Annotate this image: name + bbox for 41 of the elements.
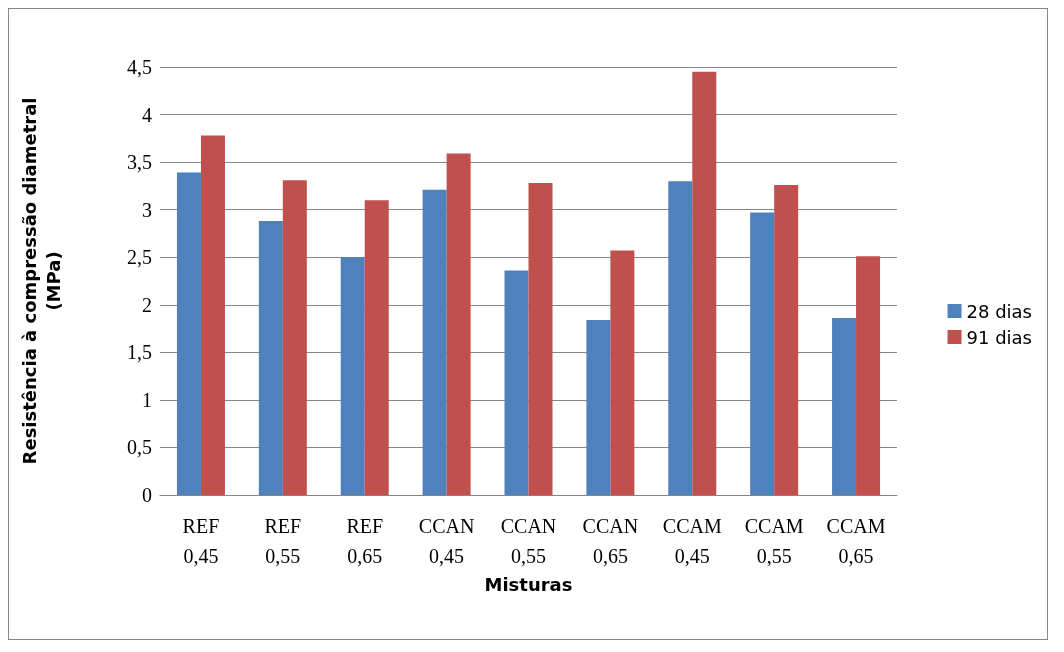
y-tick-label: 1,5 <box>127 341 152 364</box>
y-tick-label: 1 <box>142 388 152 411</box>
y-tick-label: 4,5 <box>127 56 152 78</box>
bar <box>504 270 529 495</box>
y-tick-label: 2 <box>142 293 152 316</box>
bar <box>422 189 447 495</box>
x-tick-label: CCAM 0,45 <box>662 515 722 567</box>
bar <box>856 256 881 495</box>
bar <box>528 183 553 495</box>
x-tick-label: CCAM 0,65 <box>826 515 886 567</box>
y-tick-label: 3 <box>142 198 152 221</box>
y-tick-label: 0,5 <box>127 436 152 459</box>
bar <box>586 320 611 495</box>
x-tick-label: REF 0,65 <box>346 515 384 567</box>
y-tick-label: 3,5 <box>127 151 152 174</box>
x-tick-label: CCAM 0,55 <box>744 515 804 567</box>
y-tick-label: 0 <box>142 484 152 506</box>
y-axis-title: Resistência à compressão diametral (MPa) <box>18 97 64 465</box>
bar <box>340 257 365 495</box>
x-tick-label: CCAN 0,65 <box>582 515 639 567</box>
bar <box>832 318 857 495</box>
x-tick-label: REF 0,55 <box>264 515 302 567</box>
bar <box>446 153 471 495</box>
bar <box>200 135 225 495</box>
legend-label: 28 dias <box>966 300 1033 322</box>
bar <box>176 172 201 495</box>
bar <box>610 250 635 495</box>
bar <box>668 181 693 495</box>
bar <box>774 184 799 495</box>
bar <box>258 221 283 495</box>
x-tick-label: CCAN 0,45 <box>418 515 475 567</box>
bar <box>282 180 307 495</box>
bar <box>750 212 775 495</box>
legend-label: 91 dias <box>966 326 1033 348</box>
y-tick-label: 4 <box>142 103 152 126</box>
y-tick-label: 2,5 <box>127 246 152 269</box>
x-axis-title: Misturas <box>484 574 573 596</box>
x-tick-label: REF 0,45 <box>182 515 220 567</box>
bar <box>364 200 389 495</box>
x-tick-label: CCAN 0,55 <box>500 515 557 567</box>
bar <box>692 71 717 495</box>
